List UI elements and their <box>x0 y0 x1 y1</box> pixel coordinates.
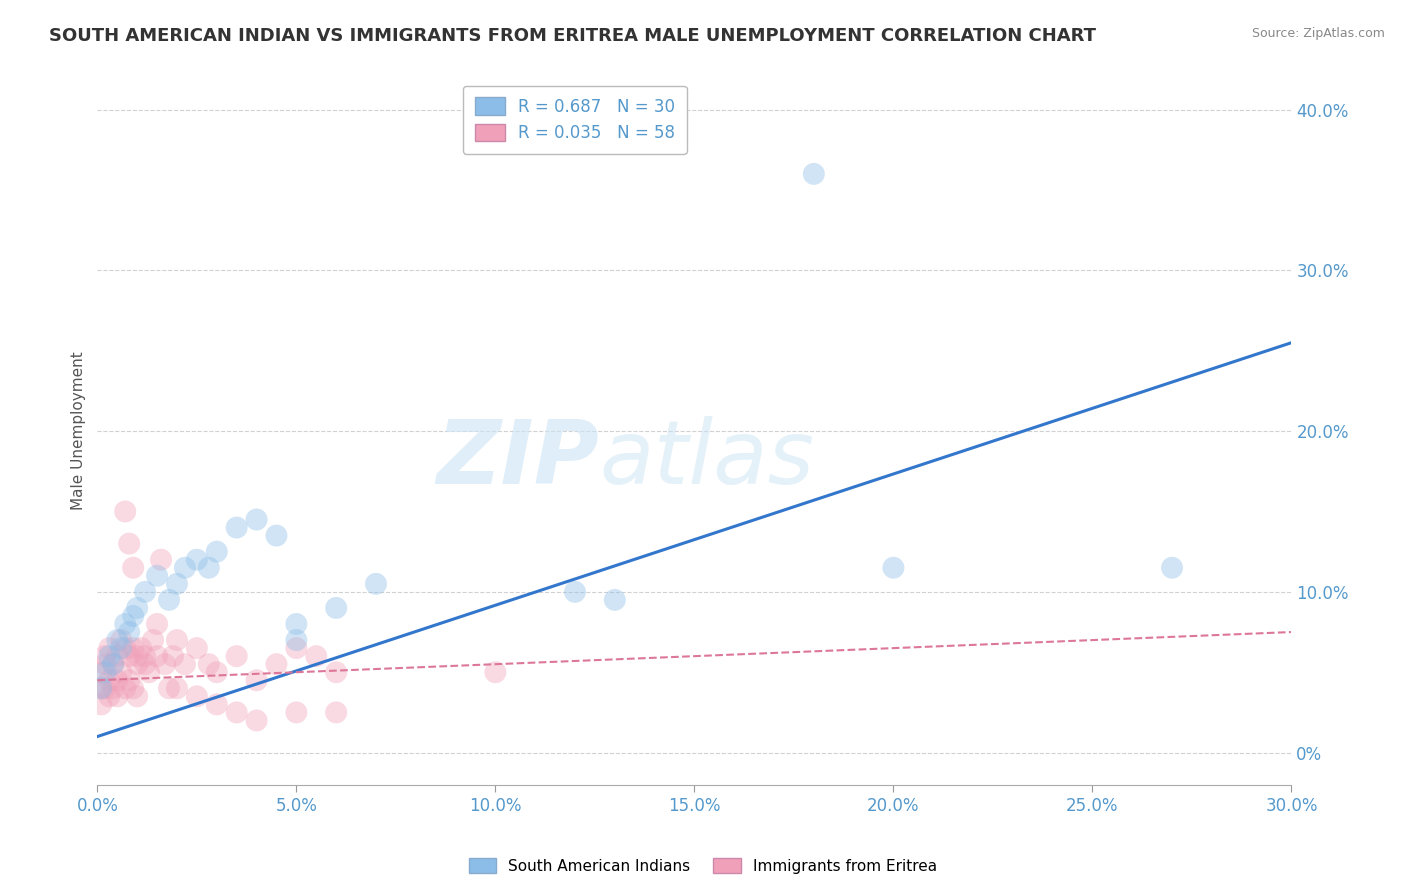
Point <box>110 665 132 680</box>
Point <box>146 568 169 582</box>
Point <box>134 649 156 664</box>
Point <box>198 657 221 672</box>
Point <box>105 649 128 664</box>
Point <box>94 649 117 664</box>
Point <box>146 649 169 664</box>
Text: Source: ZipAtlas.com: Source: ZipAtlas.com <box>1251 27 1385 40</box>
Point <box>153 657 176 672</box>
Point <box>162 649 184 664</box>
Point <box>114 681 136 696</box>
Point <box>157 681 180 696</box>
Point <box>127 649 149 664</box>
Point <box>285 617 308 632</box>
Point <box>127 690 149 704</box>
Point <box>103 657 125 672</box>
Point <box>122 609 145 624</box>
Point <box>122 681 145 696</box>
Point <box>98 649 121 664</box>
Legend: R = 0.687   N = 30, R = 0.035   N = 58: R = 0.687 N = 30, R = 0.035 N = 58 <box>463 86 686 153</box>
Point <box>325 706 347 720</box>
Point <box>129 641 152 656</box>
Point <box>90 698 112 712</box>
Point <box>110 641 132 656</box>
Point <box>186 641 208 656</box>
Point <box>127 601 149 615</box>
Point <box>103 681 125 696</box>
Point <box>325 601 347 615</box>
Point <box>114 504 136 518</box>
Point <box>564 585 586 599</box>
Point <box>122 641 145 656</box>
Text: SOUTH AMERICAN INDIAN VS IMMIGRANTS FROM ERITREA MALE UNEMPLOYMENT CORRELATION C: SOUTH AMERICAN INDIAN VS IMMIGRANTS FROM… <box>49 27 1097 45</box>
Point <box>205 698 228 712</box>
Text: ZIP: ZIP <box>436 416 599 503</box>
Point <box>285 633 308 648</box>
Point <box>166 633 188 648</box>
Point <box>186 690 208 704</box>
Point <box>118 625 141 640</box>
Point <box>98 690 121 704</box>
Point <box>138 665 160 680</box>
Point <box>98 673 121 688</box>
Legend: South American Indians, Immigrants from Eritrea: South American Indians, Immigrants from … <box>463 852 943 880</box>
Point <box>122 560 145 574</box>
Point <box>105 633 128 648</box>
Point <box>205 544 228 558</box>
Point <box>245 512 267 526</box>
Point <box>285 706 308 720</box>
Point <box>603 593 626 607</box>
Point <box>114 617 136 632</box>
Text: atlas: atlas <box>599 417 814 502</box>
Point <box>166 681 188 696</box>
Point <box>103 657 125 672</box>
Point <box>266 528 288 542</box>
Point <box>198 560 221 574</box>
Point <box>266 657 288 672</box>
Point <box>225 520 247 534</box>
Point <box>94 665 117 680</box>
Point <box>110 633 132 648</box>
Point <box>134 585 156 599</box>
Point <box>114 641 136 656</box>
Point <box>484 665 506 680</box>
Point <box>157 593 180 607</box>
Point <box>325 665 347 680</box>
Point <box>142 633 165 648</box>
Point <box>146 617 169 632</box>
Point <box>285 641 308 656</box>
Point <box>186 552 208 566</box>
Point <box>225 649 247 664</box>
Point <box>803 167 825 181</box>
Point <box>90 665 112 680</box>
Point <box>882 560 904 574</box>
Point <box>90 681 112 696</box>
Point <box>150 552 173 566</box>
Point <box>174 657 197 672</box>
Point <box>1161 560 1184 574</box>
Point <box>305 649 328 664</box>
Point <box>118 649 141 664</box>
Point <box>245 673 267 688</box>
Point <box>205 665 228 680</box>
Point <box>105 673 128 688</box>
Point <box>94 681 117 696</box>
Point <box>118 536 141 550</box>
Y-axis label: Male Unemployment: Male Unemployment <box>72 351 86 510</box>
Point <box>225 706 247 720</box>
Point <box>94 657 117 672</box>
Point <box>166 576 188 591</box>
Point <box>364 576 387 591</box>
Point <box>98 641 121 656</box>
Point <box>105 690 128 704</box>
Point <box>90 681 112 696</box>
Point <box>174 560 197 574</box>
Point <box>118 673 141 688</box>
Point <box>245 714 267 728</box>
Point <box>134 657 156 672</box>
Point <box>127 657 149 672</box>
